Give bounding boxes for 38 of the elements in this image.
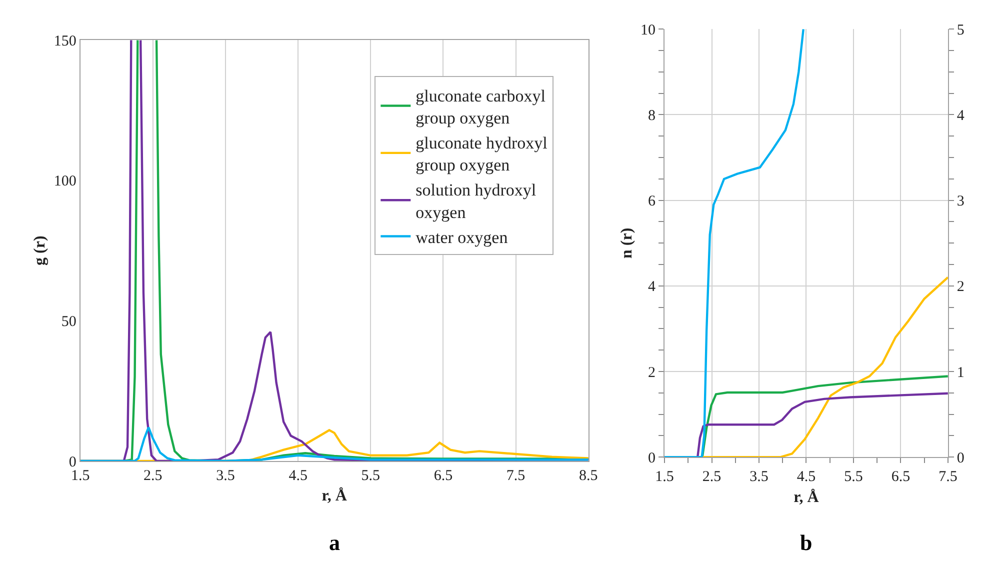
x-tick-label: 7.5 xyxy=(938,469,958,486)
x-tick-label: 1.5 xyxy=(655,469,674,486)
text: b xyxy=(800,530,812,555)
y-tick-label: 0 xyxy=(68,454,76,470)
y-tick-label: 4 xyxy=(648,279,656,296)
x-tick-label: 3.5 xyxy=(216,468,235,484)
y-tick-label: 2 xyxy=(648,364,656,381)
x-axis-title: r, Å xyxy=(322,486,348,505)
y-tick-label: 6 xyxy=(648,194,656,210)
x-tick-label: 1.5 xyxy=(70,468,90,484)
y2-tick-label: 3 xyxy=(956,194,964,210)
x-tick-label: 6.5 xyxy=(434,468,453,484)
x-axis-title: r, Å xyxy=(794,488,820,506)
x-tick-label: 3.5 xyxy=(750,469,768,486)
y-axis-title: n (r) xyxy=(618,228,636,258)
x-tick-label: 4.5 xyxy=(796,469,816,486)
y-tick-label: 0 xyxy=(648,450,656,466)
x-tick-label: 5.5 xyxy=(844,469,863,486)
y2-tick-label: 2 xyxy=(956,279,964,296)
y-tick-label: 10 xyxy=(640,22,656,38)
y2-tick-label: 1 xyxy=(956,364,964,381)
y-tick-label: 8 xyxy=(648,108,656,124)
x-tick-label: 4.5 xyxy=(288,468,308,484)
x-tick-label: 8.5 xyxy=(578,468,598,484)
x-tick-label: 2.5 xyxy=(144,468,162,484)
x-tick-label: 7.5 xyxy=(506,468,526,484)
y2-tick-label: 4 xyxy=(956,108,965,124)
y2-tick-label: 5 xyxy=(956,22,964,38)
y-tick-label: 50 xyxy=(61,314,76,330)
x-tick-label: 6.5 xyxy=(891,469,910,486)
legend-label: water oxygen xyxy=(416,228,508,247)
x-tick-label: 5.5 xyxy=(361,468,380,484)
y-tick-label: 150 xyxy=(54,33,76,50)
y-tick-label: 100 xyxy=(54,174,76,190)
text: a xyxy=(329,530,340,555)
y2-tick-label: 0 xyxy=(956,450,964,466)
y-axis-title: g (r) xyxy=(32,236,49,266)
x-tick-label: 2.5 xyxy=(702,469,722,486)
